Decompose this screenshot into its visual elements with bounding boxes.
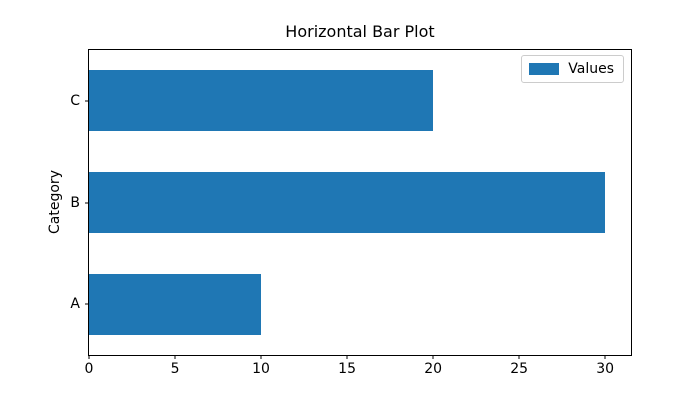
x-tick-mark-15	[346, 355, 348, 359]
y-tick-label-A: A	[70, 296, 80, 313]
y-tick-label-B: B	[70, 194, 80, 211]
chart-title: Horizontal Bar Plot	[285, 22, 435, 41]
legend: Values	[521, 55, 624, 83]
y-tick-mark-C	[85, 100, 89, 102]
y-tick-label-C: C	[70, 92, 80, 109]
x-tick-label-5: 5	[170, 361, 180, 377]
y-axis-label: Category	[47, 170, 63, 234]
bar-A	[89, 273, 262, 335]
x-tick-label-20: 20	[424, 361, 443, 377]
x-tick-mark-30	[604, 355, 606, 359]
y-tick-mark-B	[85, 202, 89, 203]
x-tick-label-25: 25	[510, 361, 529, 377]
x-tick-mark-25	[518, 355, 520, 359]
x-tick-mark-20	[432, 355, 434, 359]
legend-color-patch-icon	[529, 63, 560, 75]
x-tick-label-0: 0	[84, 361, 94, 377]
x-tick-label-15: 15	[338, 361, 357, 377]
bar-B	[89, 172, 606, 233]
y-tick-mark-A	[85, 303, 89, 305]
x-tick-mark-10	[260, 355, 262, 359]
plot-area: Values A B C 0 5 10 15 20 25 30	[70, 49, 632, 376]
x-tick-label-30: 30	[596, 361, 615, 377]
x-tick-mark-0	[88, 355, 90, 359]
legend-label: Values	[568, 61, 614, 77]
x-tick-label-10: 10	[252, 361, 270, 377]
x-tick-mark-5	[174, 355, 176, 359]
bar-C	[89, 70, 434, 132]
